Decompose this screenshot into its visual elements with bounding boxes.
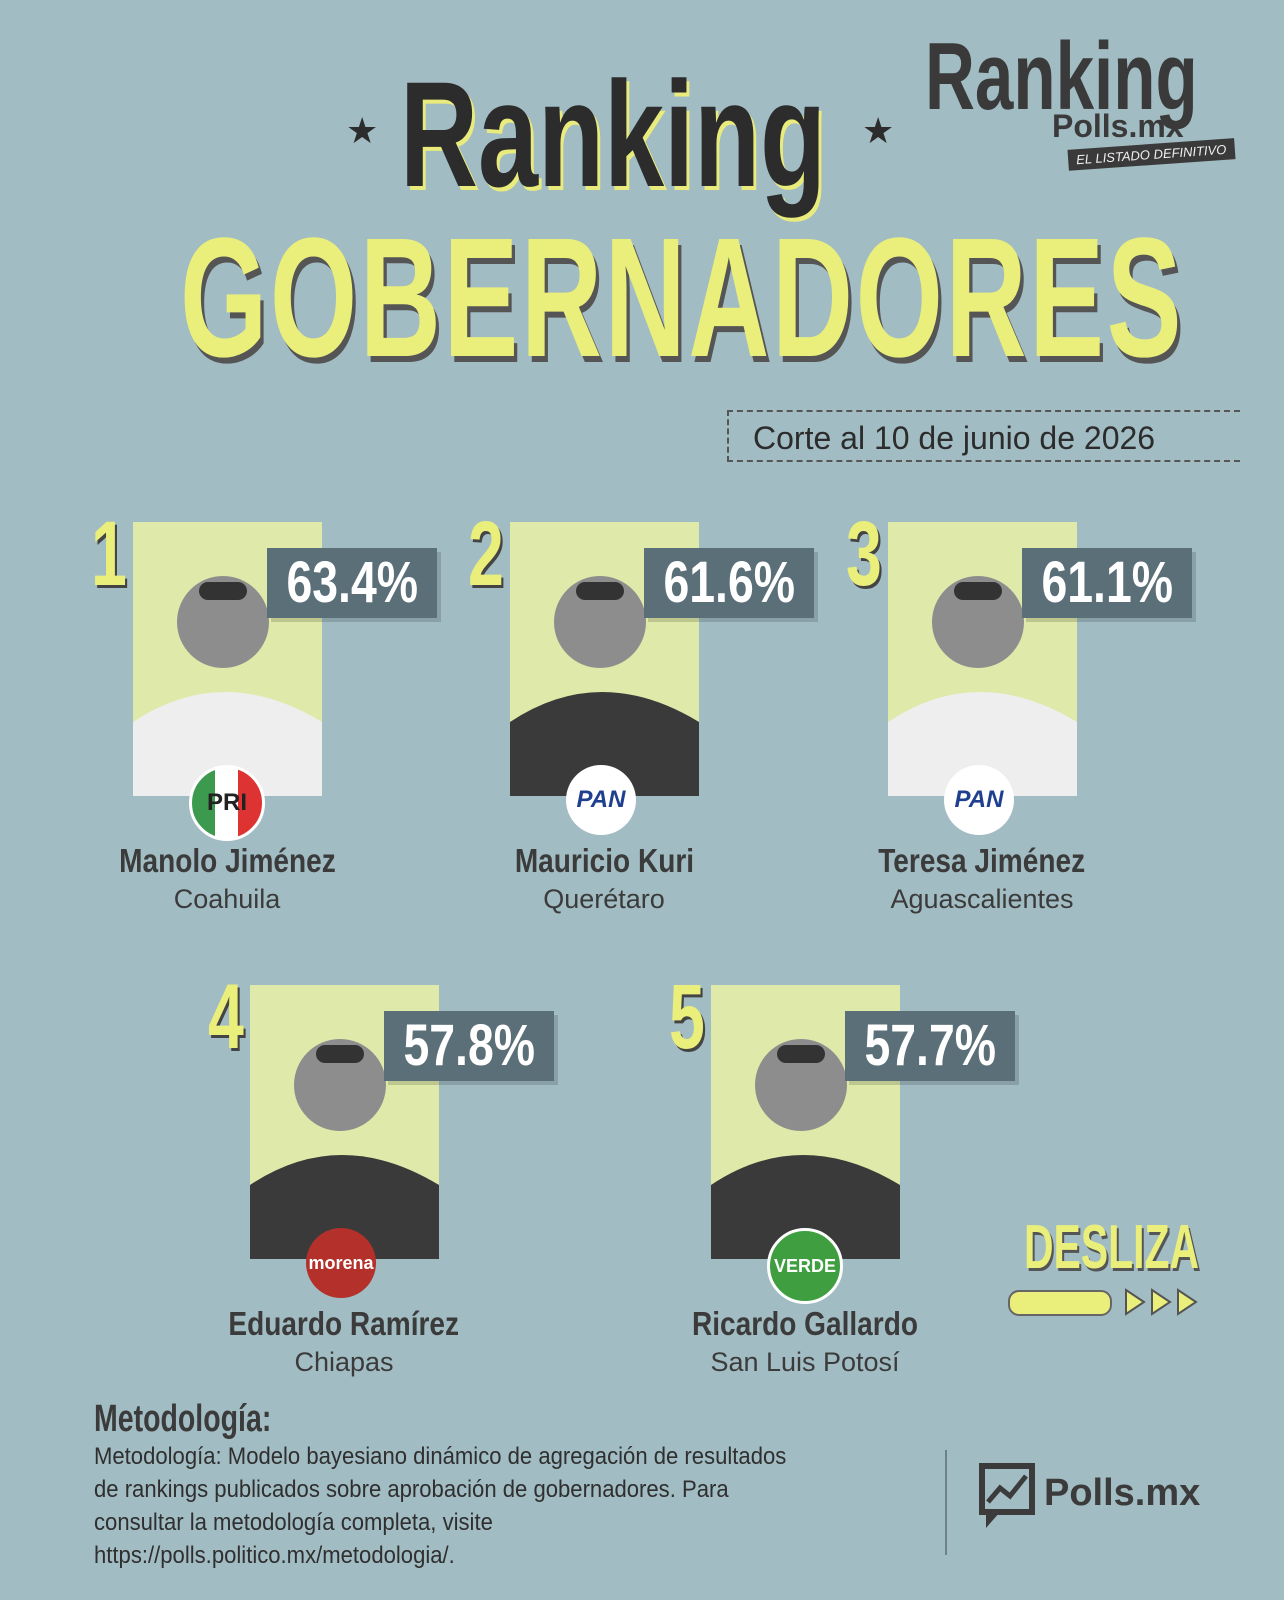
- rank: 5: [669, 966, 705, 1068]
- name: Mauricio Kuri: [514, 842, 694, 879]
- star: ★: [346, 110, 379, 151]
- party-logo: PRI: [189, 765, 265, 841]
- state: San Luis Potosí: [710, 1347, 900, 1377]
- date: Corte al 10 de junio de 2026: [727, 410, 1240, 462]
- rank: 1: [91, 503, 127, 605]
- photo: [510, 522, 699, 796]
- swipe-bar[interactable]: [1008, 1290, 1112, 1316]
- name: Eduardo Ramírez: [228, 1305, 460, 1342]
- party-logo: PAN: [566, 765, 636, 835]
- state: Aguascalientes: [890, 884, 1074, 914]
- percent: 61.6%: [644, 548, 814, 618]
- swipe-label[interactable]: DESLIZA: [1024, 1213, 1200, 1282]
- methodology-text: Metodología: Modelo bayesiano dinámico d…: [94, 1443, 787, 1569]
- divider: [945, 1450, 947, 1555]
- percent: 63.4%: [267, 548, 437, 618]
- star: ★: [862, 110, 895, 151]
- party-logo: morena: [306, 1228, 376, 1298]
- rank: 3: [846, 503, 882, 605]
- methodology-title: Metodología:: [94, 1398, 272, 1440]
- party-logo: PAN: [944, 765, 1014, 835]
- state: Coahuila: [173, 884, 281, 914]
- percent: 57.8%: [384, 1011, 554, 1081]
- name: Teresa Jiménez: [878, 842, 1086, 879]
- logo-subtitle: Polls.mx: [1052, 108, 1184, 144]
- percent: 61.1%: [1022, 548, 1192, 618]
- name: Manolo Jiménez: [118, 842, 336, 879]
- state: Querétaro: [543, 884, 665, 914]
- swipe-arrows[interactable]: [1124, 1288, 1204, 1316]
- rank: 2: [468, 503, 504, 605]
- state: Chiapas: [294, 1347, 394, 1377]
- logo-title: Ranking: [925, 23, 1198, 130]
- footer-logo: Polls.mx: [1044, 1472, 1201, 1514]
- party-logo: VERDE: [767, 1228, 843, 1304]
- name: Ricardo Gallardo: [691, 1305, 919, 1342]
- subtitle: GOBERNADORES: [180, 203, 1185, 393]
- rank: 4: [208, 966, 244, 1068]
- percent: 57.7%: [845, 1011, 1015, 1081]
- footer-icon: [979, 1463, 1035, 1528]
- title: Ranking: [400, 50, 827, 218]
